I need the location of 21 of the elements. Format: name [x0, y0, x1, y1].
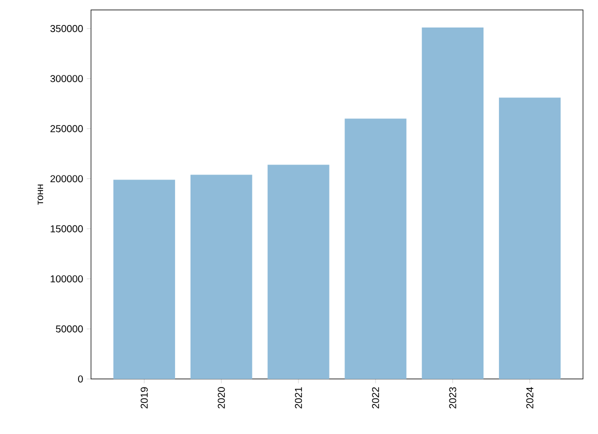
y-axis-title: тонн — [38, 184, 44, 205]
bar — [268, 164, 330, 379]
y-tick-label: 0 — [78, 375, 83, 383]
y-tick-label: 300000 — [50, 75, 83, 82]
bar — [344, 118, 406, 379]
x-tick-label: 2019 — [140, 387, 148, 408]
y-tick-label: 50000 — [56, 325, 83, 332]
x-tick-label: 2022 — [372, 387, 380, 408]
x-tick-label: 2024 — [526, 387, 534, 408]
x-tick-label: 2020 — [218, 387, 225, 408]
bar — [498, 98, 561, 379]
y-tick-label: 100000 — [50, 275, 83, 282]
y-tick-label: 350000 — [50, 25, 83, 32]
y-tick-label: 200000 — [50, 175, 83, 182]
y-tick-label: 250000 — [50, 125, 83, 132]
bar — [190, 174, 252, 379]
bar — [113, 180, 176, 379]
bar — [422, 28, 484, 379]
x-tick-label: 2023 — [449, 387, 456, 408]
y-tick-label: 150000 — [50, 225, 83, 232]
x-tick-label: 2021 — [294, 387, 302, 408]
